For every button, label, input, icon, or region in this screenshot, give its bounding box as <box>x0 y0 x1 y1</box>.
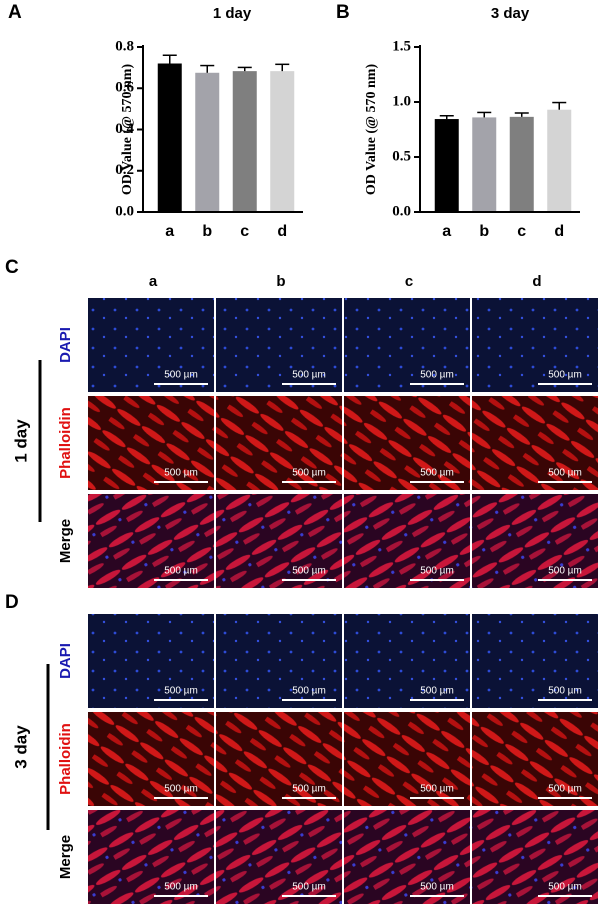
micrograph <box>216 712 342 806</box>
micrograph <box>216 614 342 708</box>
y-tick-label: 1.5 <box>392 38 411 54</box>
micrograph <box>88 614 214 708</box>
scale-bar-label: 500 µm <box>292 686 326 697</box>
panel-label: B <box>336 2 350 23</box>
x-tick-label: b <box>202 223 212 240</box>
micrograph <box>88 298 214 392</box>
micrograph <box>472 712 598 806</box>
row-label: Merge <box>57 835 74 879</box>
scale-bar-label: 500 µm <box>292 882 326 893</box>
scale-bar-label: 500 µm <box>420 566 454 577</box>
scale-bar-label: 500 µm <box>420 468 454 479</box>
micrograph <box>344 298 470 392</box>
micrograph <box>88 396 214 490</box>
row-label: Merge <box>57 519 74 563</box>
scale-bar-label: 500 µm <box>548 784 582 795</box>
scale-bar-label: 500 µm <box>164 784 198 795</box>
scale-bar-label: 500 µm <box>420 882 454 893</box>
bar <box>270 71 295 212</box>
scale-bar-label: 500 µm <box>548 468 582 479</box>
y-tick-label: 0.0 <box>392 203 411 219</box>
x-tick-label: a <box>442 223 451 240</box>
chart-title: 1 day <box>213 5 252 22</box>
scale-bar-label: 500 µm <box>292 566 326 577</box>
x-tick-label: a <box>165 223 174 240</box>
micrograph <box>472 494 598 588</box>
panel-label: A <box>8 2 22 23</box>
scale-bar-label: 500 µm <box>292 468 326 479</box>
micrograph <box>472 810 598 904</box>
scale-bar-label: 500 µm <box>164 686 198 697</box>
chart-title: 3 day <box>491 5 530 22</box>
panel-label: D <box>5 592 19 613</box>
x-tick-label: c <box>240 223 249 240</box>
row-label: DAPI <box>57 327 74 363</box>
micrograph <box>216 298 342 392</box>
x-tick-label: d <box>277 223 287 240</box>
scale-bar-label: 500 µm <box>164 882 198 893</box>
column-label: d <box>532 273 541 290</box>
x-tick-label: b <box>479 223 489 240</box>
micrograph <box>472 396 598 490</box>
scale-bar-label: 500 µm <box>292 370 326 381</box>
micrograph <box>344 396 470 490</box>
micrograph <box>88 712 214 806</box>
y-axis-label: OD Value (@ 570 nm) <box>364 64 379 196</box>
time-label: 3 day <box>11 725 30 769</box>
micrograph <box>344 810 470 904</box>
micrograph <box>216 396 342 490</box>
column-label: c <box>405 273 413 290</box>
row-label: DAPI <box>57 643 74 679</box>
panel-label: C <box>5 257 19 278</box>
x-tick-label: d <box>554 223 564 240</box>
scale-bar-label: 500 µm <box>548 566 582 577</box>
micrograph <box>88 494 214 588</box>
scale-bar-label: 500 µm <box>164 370 198 381</box>
y-tick-label: 0.2 <box>115 162 134 178</box>
micrograph <box>472 614 598 708</box>
bar <box>434 119 459 212</box>
micrograph <box>472 298 598 392</box>
micrograph <box>88 810 214 904</box>
micrograph <box>344 494 470 588</box>
scale-bar-label: 500 µm <box>548 686 582 697</box>
x-tick-label: c <box>517 223 526 240</box>
scale-bar-label: 500 µm <box>420 370 454 381</box>
micrograph <box>344 712 470 806</box>
micrograph <box>216 810 342 904</box>
scale-bar-label: 500 µm <box>164 566 198 577</box>
time-label: 1 day <box>11 419 30 463</box>
bar <box>232 71 257 212</box>
bar <box>472 117 497 212</box>
y-tick-label: 0.8 <box>115 38 134 54</box>
scale-bar-label: 500 µm <box>420 784 454 795</box>
y-tick-label: 0.5 <box>392 148 411 164</box>
y-axis-label: OD Value (@ 570 nm) <box>120 64 135 196</box>
bar <box>547 109 572 212</box>
y-tick-label: 0.0 <box>115 203 134 219</box>
scale-bar-label: 500 µm <box>292 784 326 795</box>
column-label: b <box>276 273 285 290</box>
micrograph <box>344 614 470 708</box>
y-tick-label: 1.0 <box>392 93 411 109</box>
micrograph <box>216 494 342 588</box>
bar <box>509 116 534 212</box>
scale-bar-label: 500 µm <box>164 468 198 479</box>
row-label: Phalloidin <box>57 407 74 479</box>
scale-bar-label: 500 µm <box>420 686 454 697</box>
bar <box>157 63 182 212</box>
bar <box>195 72 220 212</box>
y-tick-label: 0.4 <box>115 121 134 137</box>
scale-bar-label: 500 µm <box>548 882 582 893</box>
row-label: Phalloidin <box>57 723 74 795</box>
scale-bar-label: 500 µm <box>548 370 582 381</box>
y-tick-label: 0.6 <box>115 80 134 96</box>
column-label: a <box>149 273 158 290</box>
